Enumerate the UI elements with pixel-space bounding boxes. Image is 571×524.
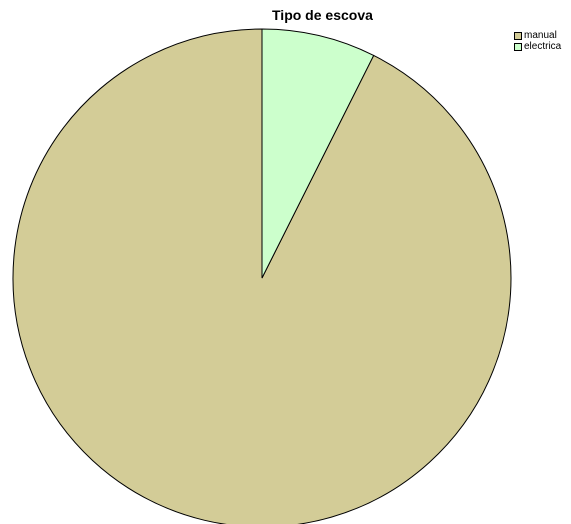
legend-item-manual: manual: [514, 30, 561, 41]
legend-label-manual: manual: [524, 30, 557, 41]
legend: manual electrica: [514, 30, 561, 52]
pie-slice-electrica: [261, 28, 375, 279]
legend-swatch-manual: [514, 31, 522, 40]
legend-label-electrica: electrica: [524, 41, 562, 52]
chart-title: Tipo de escova: [272, 7, 373, 23]
legend-swatch-electrica: [514, 42, 522, 51]
legend-item-electrica: electrica: [514, 41, 561, 52]
